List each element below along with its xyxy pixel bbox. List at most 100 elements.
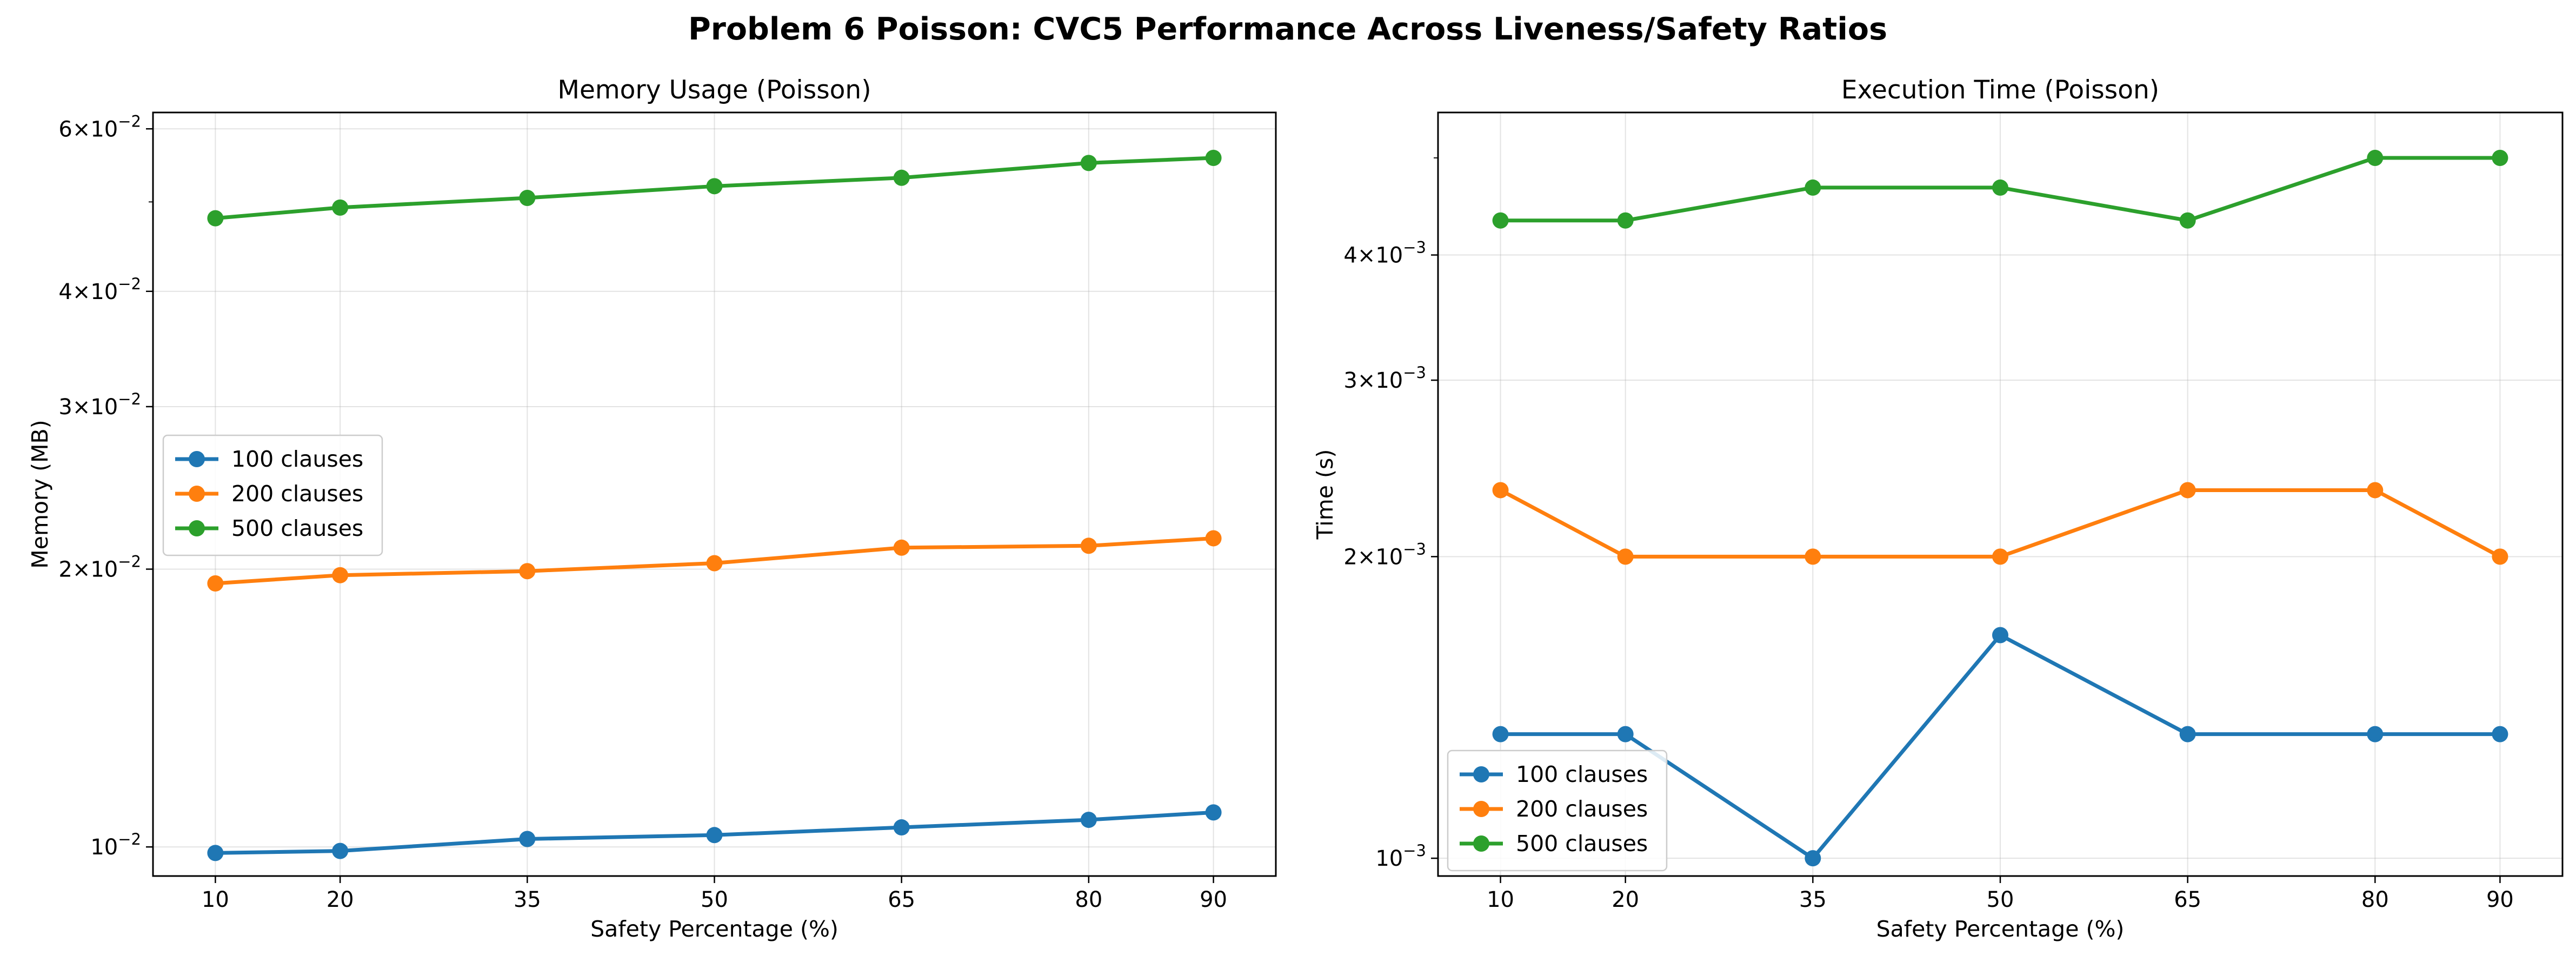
memory-usage-chart: Memory Usage (Poisson) 10 20 35 50 65 80 90 10−2… — [27, 75, 1277, 942]
x-tick-label: 20 — [327, 887, 354, 912]
x-axis-label: Safety Percentage (%) — [590, 916, 838, 942]
data-point — [1992, 179, 2008, 196]
data-point — [2179, 212, 2196, 229]
legend-item: 200 clauses — [1460, 796, 1648, 822]
y-tick-label: 3×10−3 — [1343, 363, 1426, 393]
axes-title: Memory Usage (Poisson) — [557, 75, 871, 105]
data-point — [1805, 850, 1821, 867]
data-point — [1205, 530, 1222, 547]
x-axis-ticks: 10 20 35 50 65 80 90 — [202, 876, 1227, 912]
x-tick-label: 80 — [2361, 887, 2389, 912]
x-tick-label: 35 — [514, 887, 541, 912]
y-tick-label: 2×10−2 — [58, 552, 141, 582]
data-point — [332, 199, 349, 216]
data-point — [1205, 150, 1222, 167]
x-tick-label: 35 — [1799, 887, 1827, 912]
x-tick-label: 65 — [2174, 887, 2201, 912]
data-point — [519, 831, 536, 847]
y-axis-ticks: 10−3 2×10−3 3×10−3 4×10−3 — [1343, 157, 1438, 871]
x-axis-ticks: 10 20 35 50 65 80 90 — [1487, 876, 2514, 912]
data-point — [706, 827, 723, 844]
data-point — [2179, 726, 2196, 742]
y-tick-label: 3×10−2 — [58, 390, 141, 420]
y-tick-label: 10−3 — [1375, 841, 1426, 871]
execution-time-chart: Execution Time (Poisson)10 20 35 50 65 80 9010… — [1312, 75, 2564, 942]
x-tick-label: 80 — [1075, 887, 1102, 912]
y-axis-ticks: 10−2 2×10−2 3×10−2 4×10−2 6×10−2 — [58, 112, 153, 860]
legend-box — [1447, 749, 1668, 872]
y-tick-label: 2×10−3 — [1343, 540, 1426, 569]
data-point — [207, 845, 224, 861]
y-tick-label: 10−2 — [90, 830, 141, 860]
data-point — [332, 842, 349, 859]
data-point — [1492, 212, 1509, 229]
legend-item: 200 clauses — [175, 481, 363, 507]
data-point — [1080, 812, 1097, 828]
data-point — [207, 210, 224, 227]
legend-label: 100 clauses — [1516, 761, 1648, 787]
data-point — [706, 555, 723, 572]
x-tick-label: 90 — [1200, 887, 1227, 912]
data-point — [1805, 179, 1821, 196]
data-point — [1992, 548, 2008, 565]
data-point — [1492, 482, 1509, 499]
series-500-clauses — [207, 150, 1222, 227]
series-100-clauses — [1492, 627, 2508, 867]
x-tick-label: 90 — [2486, 887, 2514, 912]
series-200-clauses — [1492, 482, 2508, 565]
data-point — [2492, 548, 2508, 565]
data-point — [1617, 726, 1634, 742]
data-point — [1205, 804, 1222, 821]
data-point — [207, 575, 224, 592]
data-point — [1080, 155, 1097, 171]
data-point — [893, 819, 910, 836]
y-tick-label: 4×10−2 — [58, 275, 141, 304]
series-500-clauses — [1492, 149, 2508, 229]
legend-item: 500 clauses — [175, 515, 363, 541]
x-tick-label: 10 — [202, 887, 229, 912]
figure-title: Problem 6 Poisson: CVC5 Performance Acro… — [688, 11, 1887, 47]
data-point — [1617, 548, 1634, 565]
legend-marker — [1473, 801, 1489, 817]
legend-item: 100 clauses — [1460, 761, 1648, 787]
y-axis-label: Time (s) — [1312, 449, 1338, 540]
data-point — [2492, 726, 2508, 742]
legend-box — [162, 434, 383, 556]
legend-label: 100 clauses — [231, 446, 363, 472]
legend-item: 100 clauses — [175, 446, 363, 472]
data-point — [2492, 149, 2508, 166]
legend-marker — [189, 486, 205, 502]
y-axis-label: Memory (MB) — [27, 420, 53, 568]
x-tick-label: 20 — [1612, 887, 1639, 912]
x-tick-label: 65 — [888, 887, 915, 912]
axes-frame — [152, 111, 1277, 877]
axes-title: Execution Time (Poisson) — [1841, 75, 2159, 105]
data-point — [2367, 726, 2384, 742]
data-point — [2179, 482, 2196, 499]
data-point — [519, 190, 536, 207]
x-tick-label: 10 — [1487, 887, 1514, 912]
data-point — [1805, 548, 1821, 565]
data-point — [2367, 149, 2384, 166]
data-point — [519, 563, 536, 580]
data-point — [332, 567, 349, 583]
legend-label: 200 clauses — [231, 481, 363, 507]
data-point — [893, 539, 910, 556]
series-100-clauses — [207, 804, 1222, 861]
legend-marker — [189, 520, 205, 536]
legend-marker — [189, 451, 205, 467]
data-point — [893, 169, 910, 186]
legend-item: 500 clauses — [1460, 831, 1648, 857]
axes-frame — [1437, 111, 2564, 877]
x-tick-label: 50 — [701, 887, 728, 912]
y-tick-label: 4×10−3 — [1343, 238, 1426, 268]
legend-marker — [1473, 766, 1489, 782]
legend: 100 clauses 200 clauses 500 clauses — [1447, 749, 1668, 872]
data-point — [1492, 726, 1509, 742]
data-point — [2367, 482, 2384, 499]
x-axis-label: Safety Percentage (%) — [1876, 916, 2125, 942]
data-point — [1617, 212, 1634, 229]
legend-label: 200 clauses — [1516, 796, 1648, 822]
legend-marker — [1473, 835, 1489, 852]
